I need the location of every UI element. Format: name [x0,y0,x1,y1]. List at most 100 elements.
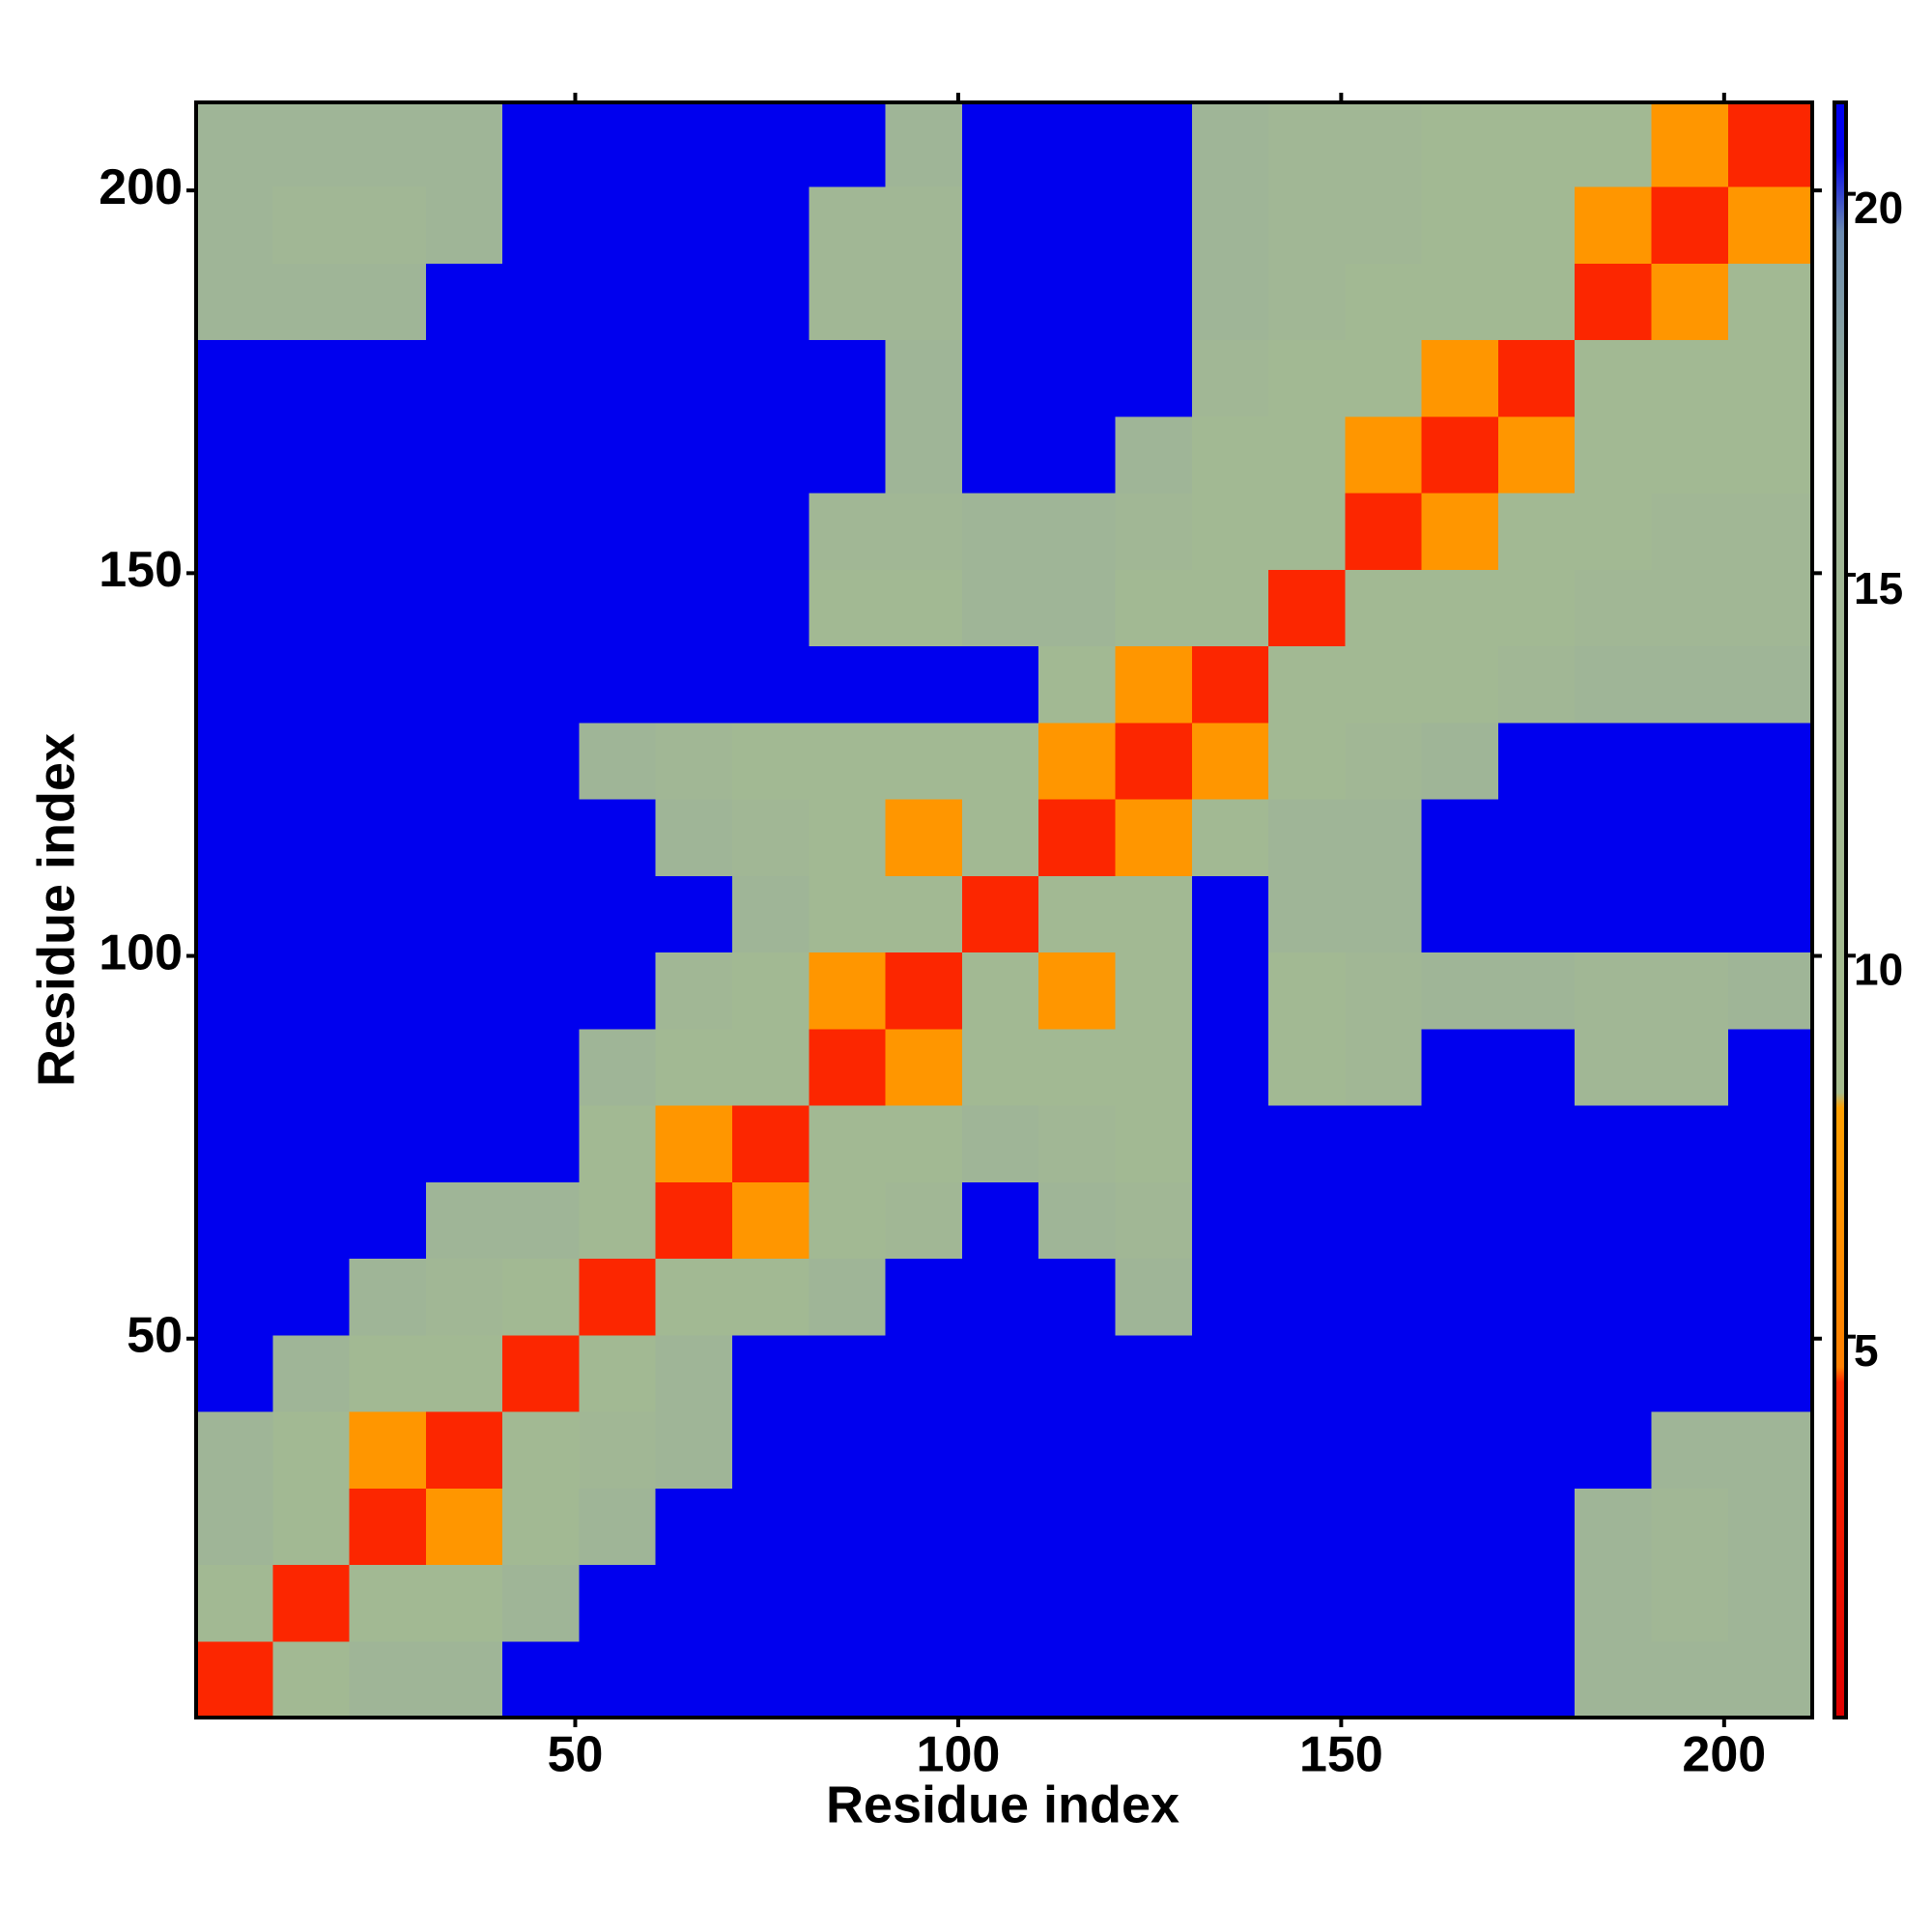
cell [655,186,733,264]
cell [196,1640,273,1719]
cell [809,263,887,341]
cell [1651,1028,1729,1106]
cell [196,1334,273,1412]
cell [1727,1258,1813,1336]
cell [1421,569,1499,647]
cell [885,1105,963,1182]
cell [732,1488,810,1566]
cell [502,1334,580,1412]
cell [1268,722,1346,800]
y-tick-label: 50 [127,1307,183,1363]
cell [1727,722,1813,800]
cell [885,1411,963,1489]
cell [1651,415,1729,494]
cell [502,263,580,341]
cell [885,722,963,800]
cell [196,799,273,876]
cell [1191,875,1269,953]
cell [885,1564,963,1642]
cell [502,645,580,724]
cell [272,415,351,494]
cell [1497,875,1576,953]
cell [655,1181,733,1260]
cell [1191,1181,1269,1260]
colorbar-tick-label: 5 [1854,1325,1879,1376]
cell [1575,1028,1652,1106]
cell [885,102,963,187]
cell [272,1028,351,1106]
cell [1115,722,1193,800]
cell [1191,1564,1269,1642]
cell [1421,415,1499,494]
cell [349,415,427,494]
cell [579,1105,657,1182]
cell [425,952,503,1030]
cell [1727,415,1813,494]
cell [655,1105,733,1182]
cell [349,1411,427,1489]
cell [1497,1258,1576,1336]
cell [1651,722,1729,800]
cell [502,569,580,647]
cell [579,645,657,724]
cell [1038,1258,1116,1336]
cell [1191,645,1269,724]
cell [1421,1411,1499,1489]
cell [1421,1105,1499,1182]
cell [196,645,273,724]
cell [1268,186,1346,264]
cell [425,186,503,264]
cell [272,1488,351,1566]
cell [1497,263,1576,341]
cell [732,1258,810,1336]
colorbar-tick-label: 20 [1854,183,1903,233]
cell [1191,722,1269,800]
cell [1575,1640,1652,1719]
cell [196,722,273,800]
cell [1038,1334,1116,1412]
cell [502,1564,580,1642]
cell [1497,569,1576,647]
cell [196,339,273,417]
cell [349,1488,427,1566]
cell [1115,1181,1193,1260]
cell [272,263,351,341]
cell [809,1411,887,1489]
cell [196,263,273,341]
cell [961,339,1039,417]
cell [1421,1564,1499,1642]
cell [1727,1105,1813,1182]
cell [961,1334,1039,1412]
cell [502,1028,580,1106]
cell [655,722,733,800]
cell [1115,799,1193,876]
colorbar-tick-label: 15 [1854,563,1903,613]
cell [1421,1258,1499,1336]
cell [1038,1105,1116,1182]
cell [196,102,273,187]
cell [196,1105,273,1182]
cell [1191,263,1269,341]
cell [1191,1258,1269,1336]
cell [655,102,733,187]
cell [1497,799,1576,876]
cell [425,339,503,417]
cell [1038,1411,1116,1489]
cell [272,1564,351,1642]
cell [1575,339,1652,417]
cell [732,799,810,876]
cell [196,186,273,264]
cell [885,1334,963,1412]
cell [1345,1258,1423,1336]
x-tick-label: 150 [1299,1727,1383,1783]
cell [196,1181,273,1260]
cell [1497,415,1576,494]
cell [1115,339,1193,417]
cell [502,952,580,1030]
cell [1345,493,1423,570]
cell [579,1028,657,1106]
y-axis-title: Residue index [27,733,85,1087]
cell [425,645,503,724]
cell [1115,1411,1193,1489]
cell [1421,493,1499,570]
